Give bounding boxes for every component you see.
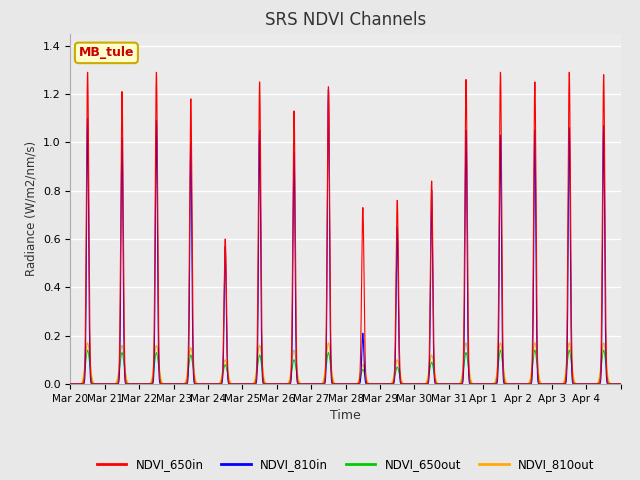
Title: SRS NDVI Channels: SRS NDVI Channels: [265, 11, 426, 29]
Y-axis label: Radiance (W/m2/nm/s): Radiance (W/m2/nm/s): [24, 141, 37, 276]
X-axis label: Time: Time: [330, 409, 361, 422]
Legend: NDVI_650in, NDVI_810in, NDVI_650out, NDVI_810out: NDVI_650in, NDVI_810in, NDVI_650out, NDV…: [92, 454, 599, 476]
Text: MB_tule: MB_tule: [79, 47, 134, 60]
